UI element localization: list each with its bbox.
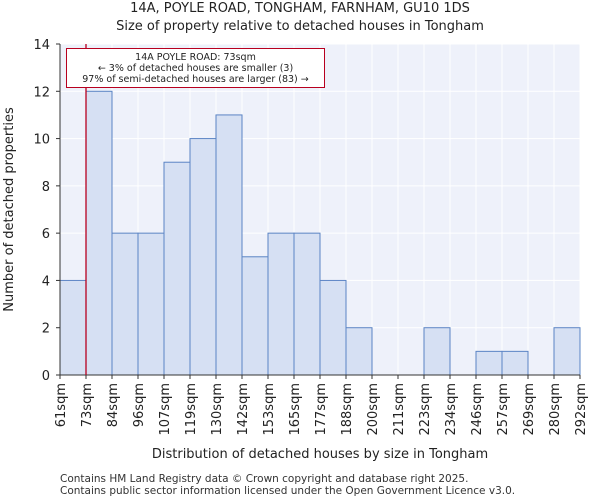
- histogram-bar: [319, 279, 347, 376]
- x-tick-label: 223sqm: [418, 383, 433, 436]
- x-tick-label: 269sqm: [522, 383, 537, 436]
- y-tick-label: 0: [42, 369, 50, 384]
- x-tick-label: 292sqm: [574, 383, 589, 436]
- x-tick-label: 73sqm: [80, 383, 95, 427]
- histogram-bar: [267, 232, 295, 376]
- histogram-bar: [59, 279, 87, 376]
- histogram-bar: [163, 161, 191, 376]
- x-tick-label: 119sqm: [184, 383, 199, 436]
- x-tick-label: 200sqm: [366, 383, 381, 436]
- y-tick-label: 10: [33, 133, 50, 148]
- x-tick-label: 61sqm: [54, 383, 69, 427]
- y-tick-label: 6: [42, 227, 50, 242]
- histogram-bar: [423, 327, 451, 376]
- histogram-bar: [241, 256, 269, 376]
- histogram-bar: [137, 232, 165, 376]
- footer-line-1: Contains HM Land Registry data © Crown c…: [60, 473, 469, 485]
- histogram-bar: [345, 327, 373, 376]
- x-tick-label: 130sqm: [210, 383, 225, 436]
- chart-title: 14A, POYLE ROAD, TONGHAM, FARNHAM, GU10 …: [130, 1, 470, 16]
- histogram-svg: 0 2 4 6 8 10 12 14 61sqm 73sqm 84sqm 96sqm 107sqm 119…: [2, 38, 589, 462]
- x-tick-label: 107sqm: [158, 383, 173, 436]
- annotation-line-1: 14A POYLE ROAD: 73sqm: [135, 52, 256, 63]
- x-tick-label: 177sqm: [314, 383, 329, 436]
- x-tick-label: 142sqm: [236, 383, 251, 436]
- annotation-line-3: 97% of semi-detached houses are larger (…: [82, 74, 309, 85]
- histogram-bar: [111, 232, 139, 376]
- x-tick-label: 153sqm: [262, 383, 277, 436]
- y-tick-label: 8: [42, 180, 50, 195]
- y-tick-label: 2: [42, 322, 50, 337]
- x-tick-label: 188sqm: [340, 383, 355, 436]
- chart-subtitle: Size of property relative to detached ho…: [116, 19, 484, 34]
- histogram-bar: [215, 114, 243, 376]
- x-tick-label: 280sqm: [548, 383, 563, 436]
- x-tick-label: 211sqm: [392, 383, 407, 436]
- x-tick-label: 96sqm: [132, 383, 147, 427]
- annotation-line-2: ← 3% of detached houses are smaller (3): [97, 63, 294, 74]
- histogram-bar: [189, 138, 217, 376]
- y-tick-label: 12: [33, 85, 50, 100]
- x-tick-label: 257sqm: [496, 383, 511, 436]
- histogram-bar: [85, 90, 113, 376]
- x-tick-label: 234sqm: [444, 383, 459, 436]
- footer-line-2: Contains public sector information licen…: [60, 485, 516, 497]
- y-axis-title: Number of detached properties: [2, 107, 17, 312]
- x-axis-title: Distribution of detached houses by size …: [152, 447, 488, 462]
- y-tick-label: 4: [42, 274, 50, 289]
- histogram-bar: [501, 350, 529, 376]
- x-tick-label: 246sqm: [470, 383, 485, 436]
- histogram-bar: [475, 350, 503, 376]
- marker-annotation: 14A POYLE ROAD: 73sqm ← 3% of detached h…: [66, 48, 325, 88]
- x-tick-label: 84sqm: [106, 383, 121, 427]
- x-tick-label: 165sqm: [288, 383, 303, 436]
- y-tick-label: 14: [33, 38, 50, 53]
- histogram-bar: [293, 232, 321, 376]
- histogram-bar: [553, 327, 581, 376]
